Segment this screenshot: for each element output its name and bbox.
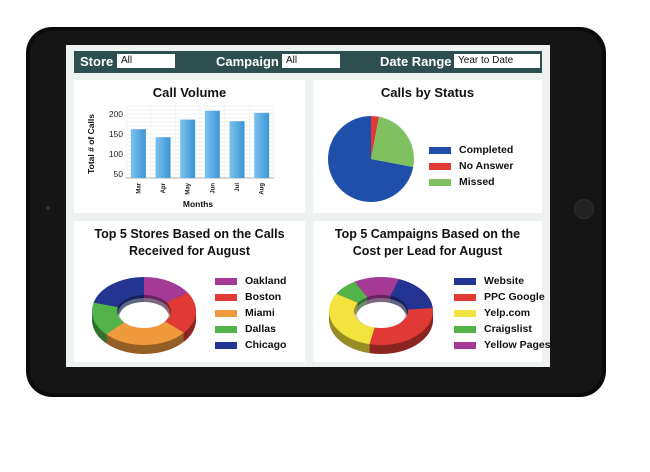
legend-website: Website — [454, 275, 524, 287]
legend-craigslist: Craigslist — [454, 323, 532, 335]
legend-label: Completed — [459, 144, 514, 156]
legend-swatch — [429, 178, 451, 186]
legend-label: Oakland — [245, 275, 287, 287]
legend-swatch — [215, 309, 237, 317]
y-axis-label: Total # of Calls — [86, 114, 96, 174]
legend-swatch — [454, 277, 476, 285]
campaign-select[interactable]: All — [282, 54, 340, 68]
legend-oakland: Oakland — [215, 275, 286, 287]
legend-miami: Miami — [215, 307, 275, 319]
x-tick-may: May — [186, 182, 192, 194]
filter-bar: Store All Campaign All Date Range Year t… — [74, 51, 542, 73]
donut-hole-center — [357, 302, 405, 328]
dashboard-screen: Store All Campaign All Date Range Year t… — [66, 45, 551, 367]
legend-label: Boston — [245, 291, 282, 303]
y-tick-150: 150 — [109, 129, 123, 139]
campaign-label: Campaign — [216, 54, 279, 69]
legend-missed: Missed — [429, 176, 495, 188]
legend-label: PPC Google — [484, 291, 545, 303]
legend-swatch — [429, 146, 451, 154]
legend-chicago: Chicago — [215, 339, 286, 351]
legend-yelp-com: Yelp.com — [454, 307, 530, 319]
top-stores-title-line1: Top 5 Stores Based on the Calls — [94, 227, 285, 241]
slice-miami[interactable] — [106, 321, 185, 345]
calls-by-status-panel: Calls by Status Completed No Answer Missed — [313, 80, 542, 213]
date-range-label: Date Range — [380, 54, 452, 69]
bar-may[interactable] — [180, 119, 196, 178]
calls-by-status-chart — [328, 116, 414, 202]
bar-mar[interactable] — [130, 129, 146, 178]
x-tick-jun: Jun — [210, 183, 216, 194]
legend-label: Missed — [459, 176, 495, 188]
legend-label: Website — [484, 275, 525, 287]
tablet-frame: Store All Campaign All Date Range Year t… — [26, 27, 606, 397]
x-tick-apr: Apr — [161, 182, 167, 193]
top-stores-panel: Top 5 Stores Based on the Calls Received… — [74, 221, 305, 362]
slice-dallas[interactable] — [92, 302, 125, 335]
store-select[interactable]: All — [117, 54, 175, 68]
y-tick-100: 100 — [109, 149, 123, 159]
x-tick-aug: Aug — [260, 183, 266, 195]
slice-yellow-pages[interactable] — [354, 277, 399, 298]
top-campaigns-chart — [329, 277, 433, 354]
top-stores-title-line2: Received for August — [128, 244, 251, 258]
slice-completed[interactable] — [328, 116, 414, 202]
legend-ppc-google: PPC Google — [454, 291, 545, 303]
slice-boston[interactable] — [164, 292, 196, 333]
top-campaigns-panel: Top 5 Campaigns Based on the Cost per Le… — [313, 221, 551, 362]
calls-by-status-title: Calls by Status — [380, 85, 475, 100]
y-tick-200: 200 — [109, 109, 123, 119]
legend-yellow-pages: Yellow Pages — [454, 339, 551, 351]
top-campaigns-title-line2: Cost per Lead for August — [352, 244, 503, 258]
bar-aug[interactable] — [254, 112, 270, 178]
legend-label: Miami — [245, 307, 275, 319]
legend-swatch — [215, 277, 237, 285]
slice-website[interactable] — [390, 279, 433, 310]
legend-swatch — [454, 293, 476, 301]
call-volume-panel: Call Volume Mar Apr May Jun Jul Aug 50 100 150 20… — [74, 80, 305, 213]
slice-missed[interactable] — [371, 116, 414, 168]
slice-no-answer[interactable] — [371, 116, 380, 159]
donut-hole-center — [120, 302, 168, 328]
bar-jul[interactable] — [229, 121, 245, 178]
legend-no-answer: No Answer — [429, 160, 513, 172]
home-button[interactable] — [574, 199, 594, 219]
slice-craigslist[interactable] — [336, 281, 368, 303]
slice-chicago[interactable] — [93, 277, 144, 308]
grid-lines — [125, 105, 275, 178]
legend-label: Craigslist — [484, 323, 532, 335]
legend-swatch — [215, 341, 237, 349]
legend-swatch — [454, 309, 476, 317]
store-label: Store — [80, 54, 114, 69]
slice-oakland[interactable] — [144, 277, 188, 303]
legend-swatch — [215, 325, 237, 333]
date-range-select[interactable]: Year to Date — [454, 54, 540, 68]
legend-swatch — [454, 341, 476, 349]
legend-dallas: Dallas — [215, 323, 276, 335]
slice-ppc-google[interactable] — [369, 307, 433, 345]
bar-jun[interactable] — [204, 110, 220, 178]
legend-label: Yelp.com — [484, 307, 531, 319]
legend-swatch — [454, 325, 476, 333]
call-volume-title: Call Volume — [152, 85, 227, 100]
x-tick-jul: Jul — [235, 183, 241, 192]
legend-swatch — [215, 293, 237, 301]
legend-boston: Boston — [215, 291, 281, 303]
legend-label: Chicago — [245, 339, 287, 351]
legend-label: Yellow Pages — [484, 339, 551, 351]
call-volume-chart: Mar Apr May Jun Jul Aug 50 100 150 200 Total # of … — [86, 105, 275, 209]
camera-icon — [46, 206, 50, 210]
legend-label: Dallas — [245, 323, 276, 335]
legend-swatch — [429, 162, 451, 170]
top-stores-chart — [92, 277, 196, 354]
y-tick-50: 50 — [114, 169, 124, 179]
x-axis-label: Months — [183, 199, 213, 209]
slice-yelp-com[interactable] — [329, 293, 375, 345]
top-campaigns-title-line1: Top 5 Campaigns Based on the — [334, 227, 521, 241]
legend-completed: Completed — [429, 144, 513, 156]
x-tick-mar: Mar — [136, 182, 142, 193]
bar-apr[interactable] — [155, 137, 171, 178]
legend-label: No Answer — [459, 160, 514, 172]
